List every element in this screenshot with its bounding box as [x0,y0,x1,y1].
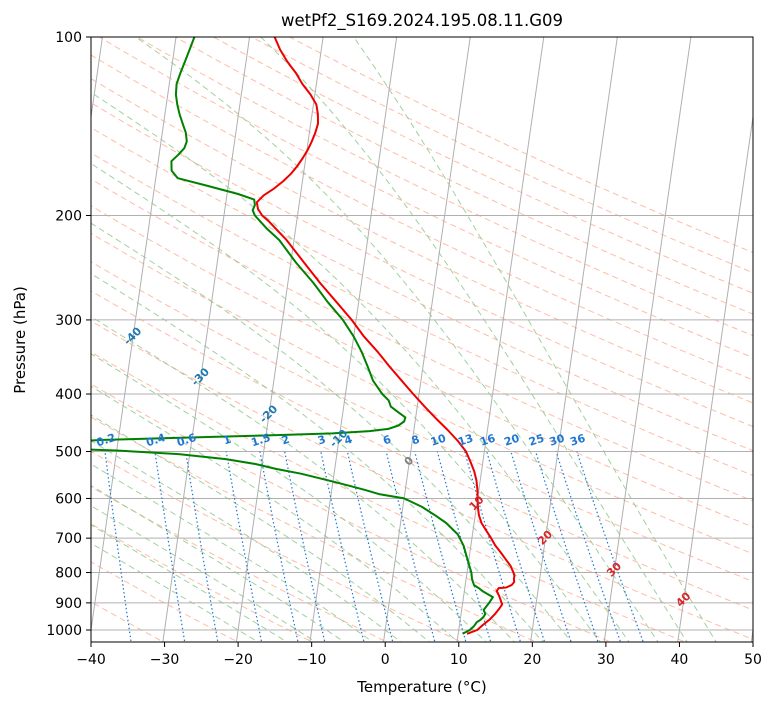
x-axis-title: Temperature (°C) [356,678,486,696]
y-tick-label: 100 [55,30,82,46]
y-tick-label: 400 [55,387,82,403]
x-tick-label: −30 [150,652,180,668]
y-tick-label: 200 [55,209,82,225]
x-tick-label: −20 [223,652,253,668]
x-tick-label: −10 [297,652,327,668]
x-tick-label: 50 [744,652,762,668]
y-tick-label: 700 [55,531,82,547]
x-tick-label: 0 [381,652,390,668]
y-axis-title: Pressure (hPa) [11,286,29,394]
y-tick-label: 900 [55,596,82,612]
x-tick-label: −40 [76,652,106,668]
y-tick-label: 800 [55,566,82,582]
x-tick-label: 30 [597,652,615,668]
y-tick-label: 500 [55,444,82,460]
chart-title: wetPf2_S169.2024.195.08.11.G09 [281,11,563,31]
x-tick-label: 40 [671,652,689,668]
y-tick-label: 600 [55,491,82,507]
x-tick-label: 20 [523,652,541,668]
x-tick-label: 10 [450,652,468,668]
y-tick-label: 300 [55,313,82,329]
y-tick-label: 1000 [46,623,82,639]
